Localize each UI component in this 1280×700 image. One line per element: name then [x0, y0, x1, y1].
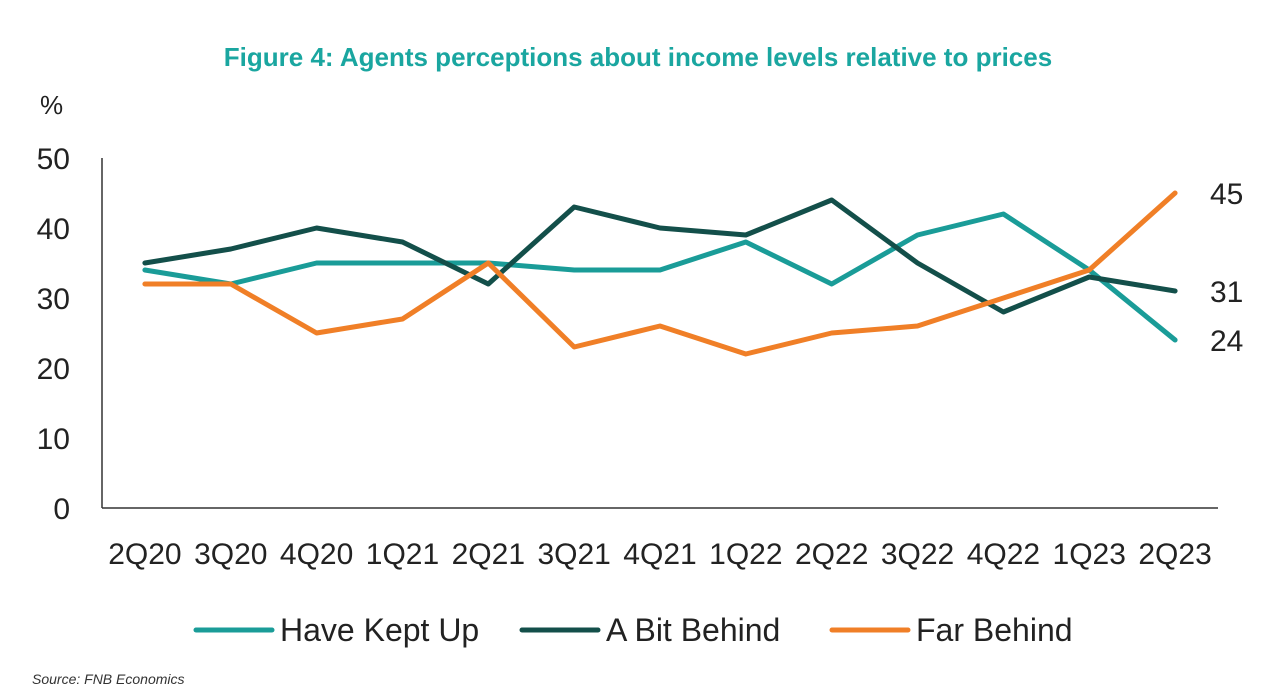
y-tick-label: 40: [37, 213, 70, 246]
x-tick-label: 3Q21: [537, 538, 610, 571]
y-tick-label: 20: [37, 353, 70, 386]
y-axis-ticks: 50 40 30 20 10 0: [37, 143, 70, 526]
x-tick-label: 4Q20: [280, 538, 353, 571]
x-tick-label: 3Q22: [881, 538, 954, 571]
x-tick-label: 2Q22: [795, 538, 868, 571]
x-tick-label: 2Q21: [452, 538, 525, 571]
series-line-a-bit-behind: [142, 197, 1178, 315]
y-tick-label: 50: [37, 143, 70, 176]
x-tick-label: 1Q21: [366, 538, 439, 571]
series-lines: [142, 190, 1178, 357]
end-labels: 45 31 24: [1210, 178, 1243, 358]
x-tick-label: 4Q21: [623, 538, 696, 571]
end-value-label: 31: [1210, 276, 1243, 309]
series-line-have-kept-up: [142, 211, 1178, 343]
x-axis-ticks: 2Q20 3Q20 4Q20 1Q21 2Q21 3Q21 4Q21 1Q22 2Q22 3Q22…: [108, 538, 1212, 571]
end-value-label: 45: [1210, 178, 1243, 211]
x-tick-label: 1Q22: [709, 538, 782, 571]
legend-label: Far Behind: [916, 612, 1073, 648]
source-note: Source: FNB Economics: [32, 671, 185, 687]
legend: Have Kept Up A Bit Behind Far Behind: [193, 612, 1073, 648]
y-tick-label: 0: [53, 493, 70, 526]
x-tick-label: 1Q23: [1053, 538, 1126, 571]
y-tick-label: 30: [37, 283, 70, 316]
x-tick-label: 4Q22: [967, 538, 1040, 571]
legend-label: Have Kept Up: [280, 612, 479, 648]
chart-title: Figure 4: Agents perceptions about incom…: [224, 42, 1052, 72]
y-axis-label: %: [40, 90, 63, 120]
y-tick-label: 10: [37, 423, 70, 456]
series-line-far-behind: [142, 190, 1178, 357]
x-tick-label: 2Q23: [1138, 538, 1211, 571]
legend-label: A Bit Behind: [606, 612, 780, 648]
end-value-label: 24: [1210, 325, 1243, 358]
x-tick-label: 2Q20: [108, 538, 181, 571]
x-tick-label: 3Q20: [194, 538, 267, 571]
